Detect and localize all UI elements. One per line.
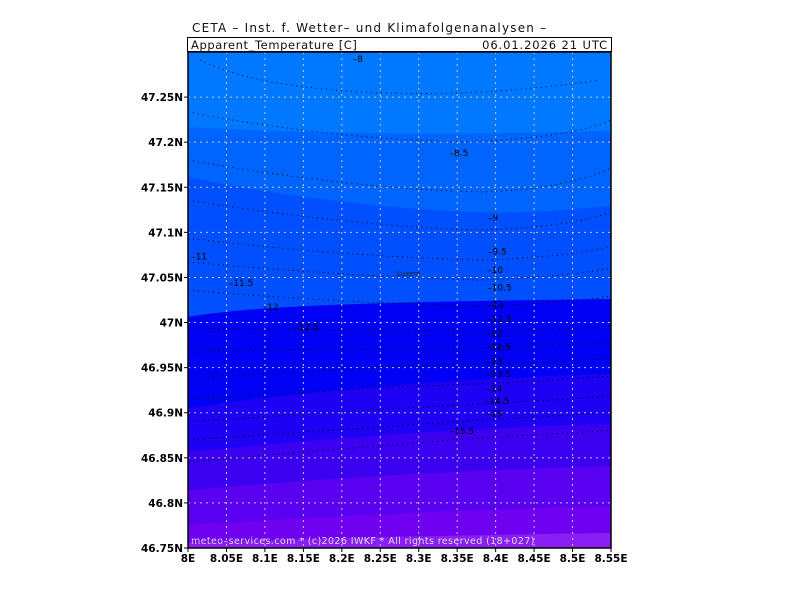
- lat-tick-label: 47.2N: [148, 137, 183, 149]
- contour-label: –14: [486, 384, 502, 394]
- lon-tick-label: 8.2E: [329, 553, 355, 565]
- lat-tick-label: 47.1N: [148, 227, 183, 239]
- lat-tick-label: 46.95N: [141, 363, 183, 375]
- contour-label: –9.5: [488, 247, 507, 257]
- lat-tick-label: 47.25N: [141, 92, 183, 104]
- contour-label: –11.5: [229, 279, 254, 289]
- map-frame: [187, 51, 612, 549]
- contour-line: [188, 411, 611, 441]
- contour-label: –12: [263, 303, 279, 313]
- contour-line: [188, 199, 611, 231]
- lat-tick-label: 47N: [160, 318, 183, 330]
- contour-label: –14.5: [485, 397, 510, 407]
- lon-tick-label: 8E: [181, 553, 195, 565]
- contour-label: –15.5: [449, 427, 474, 437]
- city-label: Luzern: [397, 270, 420, 278]
- contour-line: [199, 59, 601, 94]
- lat-tick-label: 47.15N: [141, 182, 183, 194]
- contour-label: –8.5: [449, 149, 468, 159]
- contour-label: –11.5: [487, 315, 512, 325]
- lon-tick-label: 8.3E: [406, 553, 432, 565]
- contour-line: [188, 261, 611, 281]
- contour-label: –15: [486, 410, 502, 420]
- lon-tick-label: 8.1E: [252, 553, 278, 565]
- lon-tick-label: 8.05E: [210, 553, 243, 565]
- header-title: CETA – Inst. f. Wetter– und Klimafolgena…: [192, 21, 548, 35]
- contour-label: –12: [486, 329, 502, 339]
- variable-label: Apparent_Temperature [C]: [191, 38, 358, 52]
- lon-tick-label: 8.5E: [560, 553, 586, 565]
- lon-tick-label: 8.4E: [483, 553, 509, 565]
- contour-label: –11: [191, 253, 207, 263]
- footer-credit: meteo–services.com * (c)2026 IWKF * All …: [191, 536, 535, 547]
- contour-label: –13: [486, 357, 502, 367]
- lon-tick-label: 8.45E: [518, 553, 551, 565]
- contour-line: [188, 429, 611, 463]
- lon-tick-label: 8.15E: [287, 553, 320, 565]
- lat-tick-label: 46.75N: [141, 543, 183, 555]
- contour-line: [188, 395, 611, 423]
- contour-label: –9: [488, 214, 499, 224]
- contour-label: –11: [488, 301, 504, 311]
- contour-line: [188, 237, 611, 261]
- contour-label: –12.5: [294, 323, 319, 333]
- contour-line: [188, 159, 611, 193]
- dotted-contours: [188, 59, 611, 463]
- contour-label: –13.5: [486, 370, 511, 380]
- contour-label: –8: [353, 55, 364, 65]
- lat-tick-label: 46.85N: [141, 453, 183, 465]
- lat-tick-label: 46.8N: [148, 498, 183, 510]
- lat-tick-label: 47.05N: [141, 272, 183, 284]
- contour-labels: –8 –8.5 –9 –9.5 –10 –10.5 –11 –11 –11.5 –11.5 –12 –…: [191, 55, 512, 437]
- contour-label: –12.5: [486, 343, 511, 353]
- band-9: [188, 533, 611, 548]
- lon-tick-label: 8.55E: [594, 553, 627, 565]
- lat-tick-label: 46.9N: [148, 408, 183, 420]
- lat-axis: 47.25N 47.2N 47.15N 47.1N 47.05N 47N 46.95N 46.…: [141, 92, 188, 555]
- contour-label: –10.5: [487, 283, 512, 293]
- timestamp-label: 06.01.2026 21 UTC: [482, 38, 608, 52]
- lon-axis: 8E 8.05E 8.1E 8.15E 8.2E 8.25E 8.3E 8.35E 8.4E 8.…: [181, 548, 628, 565]
- grid: [188, 52, 611, 548]
- lon-tick-label: 8.25E: [364, 553, 397, 565]
- contour-label: –10: [487, 266, 503, 276]
- lon-tick-label: 8.35E: [441, 553, 474, 565]
